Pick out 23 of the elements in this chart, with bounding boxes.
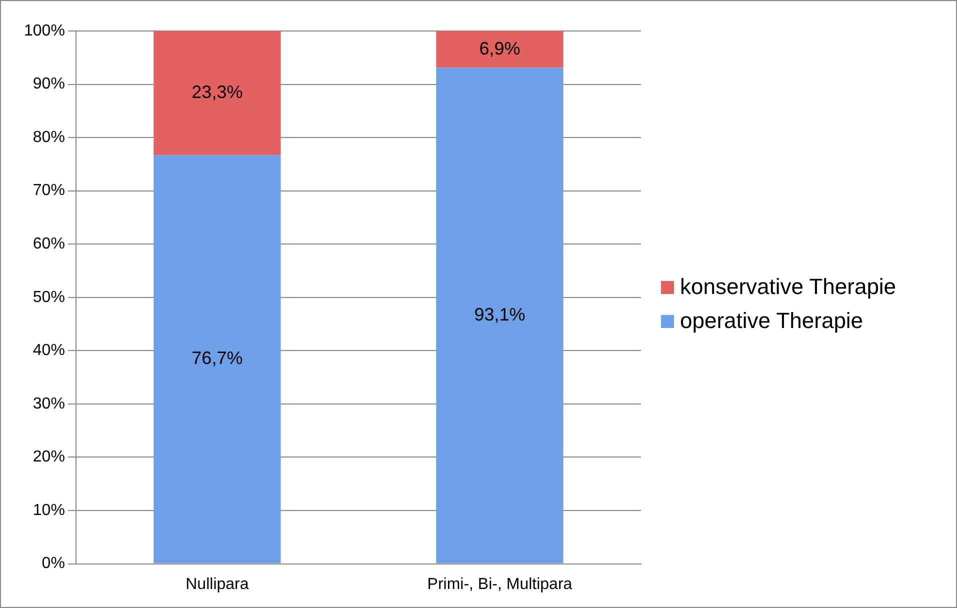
y-tick-label: 30% <box>32 395 65 412</box>
y-tick-label: 60% <box>32 236 65 253</box>
data-label: 76,7% <box>192 348 243 368</box>
bar <box>154 155 281 564</box>
y-tick-label: 100% <box>24 22 65 40</box>
x-tick-label: Nullipara <box>186 576 249 593</box>
y-tick-label: 0% <box>42 555 65 572</box>
bar <box>436 68 564 564</box>
y-tick-label: 70% <box>32 182 65 200</box>
x-tick-label: Primi-, Bi-, Multipara <box>427 576 572 593</box>
bar <box>154 31 281 156</box>
y-tick-label: 90% <box>32 76 65 93</box>
y-tick-label: 80% <box>32 128 65 146</box>
legend-label: operative Therapie <box>680 308 864 334</box>
data-label: 93,1% <box>474 304 526 324</box>
data-label: 23,3% <box>192 82 243 102</box>
bar <box>436 31 564 68</box>
legend-label: konservative Therapie <box>680 274 896 300</box>
y-tick-label: 10% <box>32 502 65 519</box>
y-tick-label: 40% <box>32 342 65 360</box>
y-tick-label: 50% <box>32 288 65 306</box>
y-tick-label: 20% <box>32 448 65 466</box>
data-label: 6,9% <box>479 38 520 58</box>
